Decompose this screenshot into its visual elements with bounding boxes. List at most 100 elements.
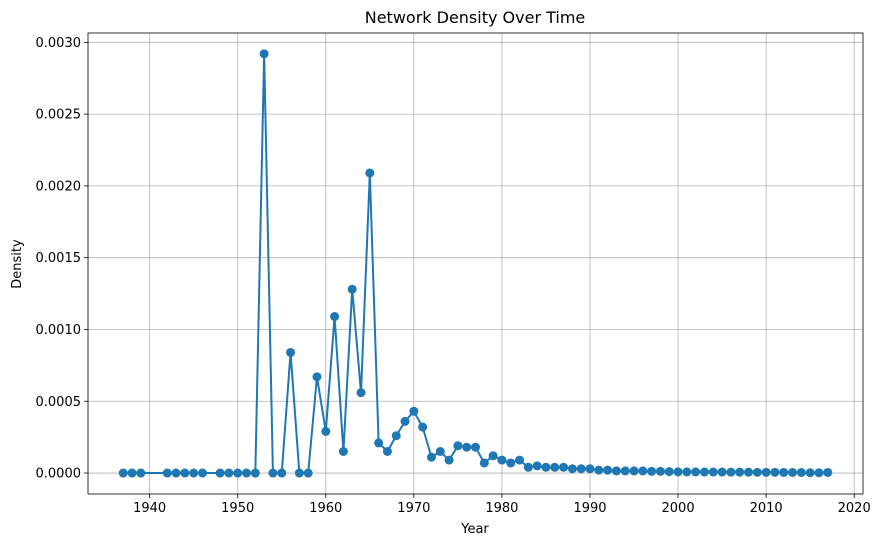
data-point (814, 468, 824, 478)
data-point (286, 347, 296, 357)
data-point (180, 468, 190, 478)
data-point (382, 447, 392, 457)
data-point (752, 467, 762, 477)
data-point (567, 464, 577, 474)
data-point (435, 447, 445, 457)
data-point (197, 468, 207, 478)
data-point (541, 462, 551, 472)
data-point (647, 466, 657, 476)
chart-title: Network Density Over Time (365, 8, 586, 27)
x-tick-label: 1970 (397, 501, 430, 516)
data-point (717, 467, 727, 477)
data-point (691, 467, 701, 477)
data-point (805, 468, 815, 478)
data-point (242, 468, 252, 478)
data-point (118, 468, 128, 478)
data-point (259, 49, 269, 59)
data-point (462, 442, 472, 452)
data-point (673, 467, 683, 477)
x-tick-label: 2010 (750, 501, 783, 516)
data-point (744, 467, 754, 477)
x-tick-label: 2000 (662, 501, 695, 516)
data-point (497, 455, 507, 465)
data-point (268, 468, 278, 478)
x-tick-label: 1960 (309, 501, 342, 516)
data-point (215, 468, 225, 478)
data-point (136, 468, 146, 478)
data-point (162, 468, 172, 478)
data-point (620, 466, 630, 476)
data-point (347, 284, 357, 294)
data-point (585, 464, 595, 474)
data-point (426, 452, 436, 462)
data-point (294, 468, 304, 478)
data-point (171, 468, 181, 478)
data-point (523, 462, 533, 472)
x-axis-label: Year (460, 522, 489, 537)
x-tick-label: 1980 (485, 501, 518, 516)
data-point (594, 465, 604, 475)
data-point (444, 455, 454, 465)
data-point (550, 462, 560, 472)
data-point (611, 466, 621, 476)
data-point (823, 467, 833, 477)
data-point (629, 466, 639, 476)
data-point (277, 468, 287, 478)
data-point (391, 431, 401, 441)
data-point (726, 467, 736, 477)
data-point (761, 467, 771, 477)
y-tick-label: 0.0015 (36, 251, 82, 266)
y-axis-ticks: 0.0000 0.0005 0.0010 0.0015 0.0020 0.0025 0.00… (36, 36, 88, 482)
data-point (515, 455, 525, 465)
data-point (356, 388, 366, 398)
y-tick-label: 0.0030 (36, 36, 82, 51)
data-point (576, 464, 586, 474)
data-point (488, 451, 498, 461)
y-axis-label: Density (10, 239, 25, 289)
data-point (664, 467, 674, 477)
data-point (735, 467, 745, 477)
data-point (365, 168, 375, 178)
data-point (418, 422, 428, 432)
x-axis-ticks: 1940 1950 1960 1970 1980 1990 2000 2010 2020 (133, 494, 871, 516)
data-point (400, 416, 410, 426)
y-tick-label: 0.0010 (36, 323, 82, 338)
data-point (224, 468, 234, 478)
data-point (303, 468, 313, 478)
data-point (655, 466, 665, 476)
data-point (453, 441, 463, 451)
data-point (321, 426, 331, 436)
x-tick-label: 1940 (133, 501, 166, 516)
data-point (770, 467, 780, 477)
y-tick-label: 0.0005 (36, 395, 82, 410)
y-tick-label: 0.0020 (36, 179, 82, 194)
data-point (338, 447, 348, 457)
data-point (189, 468, 199, 478)
x-tick-label: 1950 (221, 501, 254, 516)
data-point (532, 461, 542, 471)
data-point (796, 467, 806, 477)
data-point (312, 372, 322, 382)
data-point (506, 458, 516, 468)
data-point (330, 312, 340, 322)
data-point (127, 468, 137, 478)
data-point (603, 465, 613, 475)
data-point (788, 467, 798, 477)
data-point (409, 406, 419, 416)
data-point (250, 468, 260, 478)
data-point (682, 467, 692, 477)
data-point (708, 467, 718, 477)
series-layer (118, 49, 833, 478)
data-point (233, 468, 243, 478)
x-tick-label: 2020 (838, 501, 871, 516)
data-point (559, 462, 569, 472)
data-point (638, 466, 648, 476)
x-tick-label: 1990 (573, 501, 606, 516)
plot-area-frame (87, 32, 864, 495)
y-tick-label: 0.0025 (36, 108, 82, 123)
data-point (699, 467, 709, 477)
data-point (779, 467, 789, 477)
